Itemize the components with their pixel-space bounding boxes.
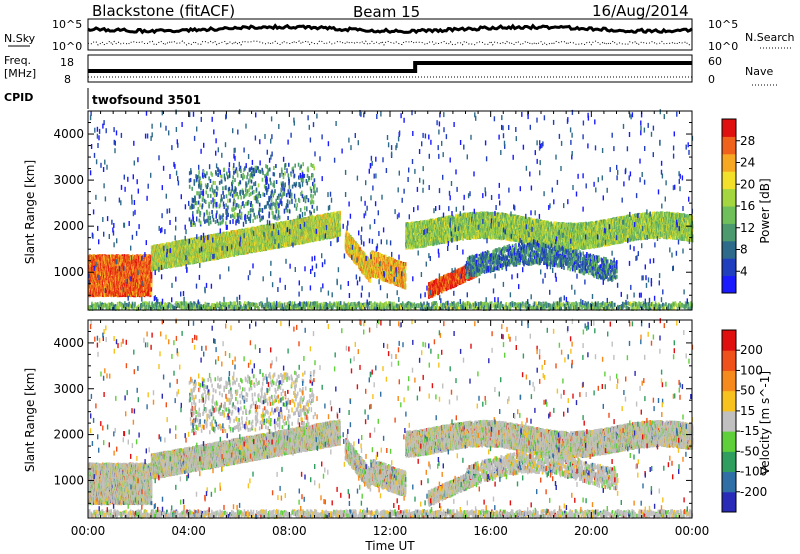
freq-unit: [MHz] bbox=[4, 67, 36, 80]
freq-label: Freq. bbox=[4, 54, 31, 67]
nsky-tick-bottom: 10^0 bbox=[52, 40, 82, 53]
beam-label: Beam 15 bbox=[353, 3, 420, 21]
nave-tick-top: 60 bbox=[708, 55, 722, 68]
nsky-trace bbox=[88, 26, 692, 45]
nsky-line bbox=[88, 26, 692, 33]
nsearch-label: N.Search bbox=[745, 31, 795, 44]
nsearch-tick-top: 10^5 bbox=[708, 18, 738, 31]
cpid-label: CPID bbox=[4, 91, 33, 104]
nave-label: Nave bbox=[745, 65, 773, 78]
nave-tick-bottom: 0 bbox=[708, 73, 715, 86]
date-label: 16/Aug/2014 bbox=[592, 2, 689, 20]
nsearch-line bbox=[88, 41, 692, 45]
nsky-panel bbox=[88, 19, 692, 50]
radar-figure: Blackstone (fitACF) Beam 15 16/Aug/2014 … bbox=[0, 0, 800, 554]
freq-line bbox=[88, 63, 692, 71]
freq-tick-top: 18 bbox=[60, 56, 74, 69]
nsky-tick-top: 10^5 bbox=[52, 18, 82, 31]
nsky-label: N.Sky bbox=[4, 32, 36, 45]
freq-tick-bottom: 8 bbox=[64, 73, 71, 86]
cpid-value: twofsound 3501 bbox=[92, 93, 201, 107]
freq-trace bbox=[88, 63, 692, 77]
freq-panel bbox=[88, 55, 692, 82]
nsearch-tick-bottom: 10^0 bbox=[708, 40, 738, 53]
radar-title: Blackstone (fitACF) bbox=[92, 2, 235, 20]
power-scatter bbox=[88, 109, 693, 311]
